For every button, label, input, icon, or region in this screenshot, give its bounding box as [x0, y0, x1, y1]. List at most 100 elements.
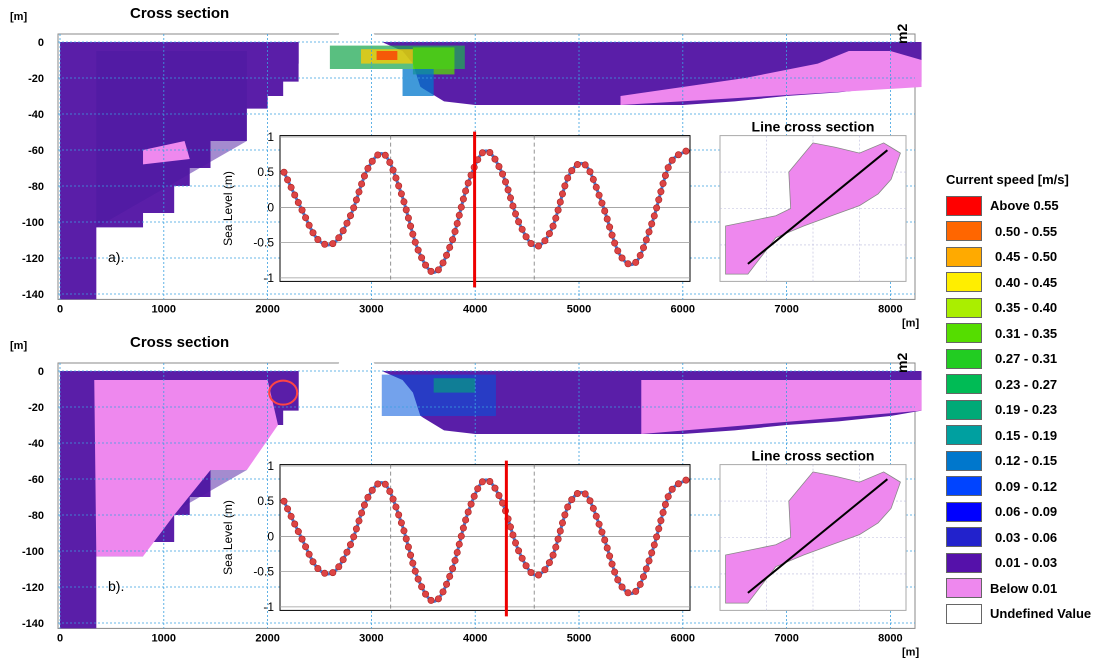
sea-level-chart [279, 464, 691, 611]
sea-level-point [561, 511, 569, 519]
legend-swatch [946, 578, 982, 599]
eddy-marker [268, 379, 299, 406]
sea-level-point [561, 182, 569, 190]
sea-level-point [455, 211, 463, 219]
sea-level-point [581, 161, 589, 169]
sea-level-point [650, 541, 658, 549]
sea-level-point [650, 212, 658, 220]
sea-level-point [346, 541, 354, 549]
sea-level-point [624, 260, 632, 268]
sea-level-point [446, 243, 454, 251]
legend-label: 0.45 - 0.50 [995, 249, 1058, 265]
legend-item: 0.23 - 0.27 [946, 372, 1096, 398]
y-tick-label: -20 [28, 402, 44, 414]
sea-level-ylabel: Sea Level (m) [221, 171, 235, 246]
x-tick-label: 7000 [774, 303, 798, 315]
sea-level-point [392, 503, 400, 511]
legend-label: 0.23 - 0.27 [995, 376, 1058, 392]
sea-level-point [636, 251, 644, 259]
sea-level-point [545, 230, 553, 238]
sea-level-point [507, 523, 515, 531]
sea-level-point [664, 493, 672, 501]
sea-level-point [611, 239, 619, 247]
sea-level-point [507, 194, 515, 202]
sea-level-point [422, 261, 430, 269]
sea-level-point [427, 267, 435, 275]
sea-level-point [527, 240, 535, 248]
y-tick-label: -140 [22, 618, 44, 630]
cross-section-line [747, 478, 889, 594]
legend-item: 0.15 - 0.19 [946, 423, 1096, 449]
sea-level-point [374, 480, 382, 488]
sea-level-point [305, 550, 313, 558]
sea-level-point [682, 476, 690, 484]
sea-level-point [645, 228, 653, 236]
sea-level-point [558, 190, 566, 198]
x-axis-unit: [m] [902, 317, 919, 329]
sea-level-point [451, 557, 459, 565]
sea-level-point [653, 204, 661, 212]
sea-level-point [395, 182, 403, 190]
sea-level-point [381, 151, 389, 159]
sea-level-point [512, 210, 520, 218]
sea-level-point [395, 511, 403, 519]
sea-level-point [294, 528, 302, 536]
sea-level-point [364, 493, 372, 501]
sea-level-point [541, 237, 549, 245]
sea-level-point [404, 214, 412, 222]
sea-level-point [457, 203, 465, 211]
sea-level-point [302, 214, 310, 222]
sea-level-point [305, 221, 313, 229]
sea-level-point [589, 175, 597, 183]
x-tick-label: 5000 [567, 303, 591, 315]
current-patch [433, 378, 476, 393]
sea-level-point [491, 155, 499, 163]
legend-item: 0.06 - 0.09 [946, 499, 1096, 525]
sea-level-point [486, 149, 494, 157]
legend-swatch [946, 476, 982, 497]
sea-level-tick: 0.5 [257, 494, 274, 508]
sea-level-point [611, 568, 619, 576]
legend-swatch [946, 323, 982, 344]
sea-level-point [439, 259, 447, 267]
sea-level-point [287, 512, 295, 520]
sea-level-point [598, 528, 606, 536]
sea-level-point [339, 556, 347, 564]
sea-level-point [608, 231, 616, 239]
sea-level-point [573, 161, 581, 169]
sea-level-point [589, 504, 597, 512]
sea-level-point [554, 206, 562, 214]
panel-a: 0 -20 -40 -60 -80 -100 -120 -140 0 1000 2000 3000 40… [10, 5, 922, 329]
legend-swatch [946, 527, 982, 548]
legend-label: 0.12 - 0.15 [995, 453, 1058, 469]
legend-swatch [946, 603, 982, 624]
sea-level-point [527, 569, 535, 577]
legend-swatch [946, 246, 982, 267]
sea-level-point [400, 527, 408, 535]
sea-level-point [352, 525, 360, 533]
sea-level-point [601, 207, 609, 215]
sea-level-point [451, 228, 459, 236]
sea-level-point [352, 196, 360, 204]
sea-level-point [618, 254, 626, 262]
sea-level-point [414, 575, 422, 583]
sea-level-point [568, 496, 576, 504]
sea-level-point [495, 162, 503, 170]
y-tick-label: -80 [28, 510, 44, 522]
legend-swatch [946, 374, 982, 395]
sea-level-point [642, 236, 650, 244]
legend-label: 0.35 - 0.40 [995, 300, 1058, 316]
sea-level-point [549, 222, 557, 230]
y-tick-label: -40 [28, 438, 44, 450]
sea-level-point [339, 227, 347, 235]
sea-level-point [407, 551, 415, 559]
sea-level-point [343, 548, 351, 556]
sea-level-point [364, 164, 372, 172]
x-tick-label: 7000 [774, 632, 798, 644]
y-tick-label: -120 [22, 253, 44, 265]
y-tick-label: -120 [22, 582, 44, 594]
sea-level-point [389, 495, 397, 503]
legend-label: 0.19 - 0.23 [995, 402, 1058, 418]
sea-level-point [632, 587, 640, 595]
y-tick-label: -60 [28, 474, 44, 486]
